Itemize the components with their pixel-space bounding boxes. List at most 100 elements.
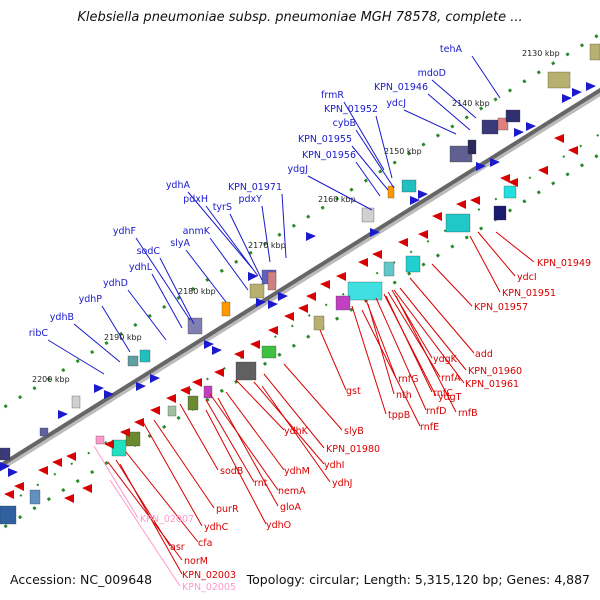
minus-gene-label: gst [346,386,361,397]
minus-gene-label: rnfC [433,388,453,399]
gene-block [39,427,49,437]
gene-arrow [192,378,202,387]
label-leader-line [127,289,167,341]
accession-label: Accession: NC_009648 [10,572,153,587]
gene-arrow [306,232,316,241]
gene-arrow [562,94,572,103]
plus-gene-label: ydhD [103,278,128,289]
minus-gene-label: ydhO [266,520,291,531]
label-leader-line [399,287,467,371]
gene-block [0,447,11,461]
label-leader-line [319,329,347,391]
gene-arrow [58,410,68,419]
gene-arrow [250,340,260,349]
label-leader-line [495,231,535,263]
plus-gene-label: tehA [440,44,463,55]
plus-gene-label: frmR [321,90,344,101]
gene-arrow [268,300,278,309]
faded-gene-label: KPN_02005 [182,582,236,593]
minus-gene-label: rnfA [441,373,461,384]
tick-track-outer [0,32,600,412]
label-leader-line [209,237,249,291]
gene-arrow [568,146,578,155]
label-leader-line [385,295,433,393]
gene-block [497,117,509,131]
gene-arrow [94,384,104,393]
gene-arrow [104,390,114,399]
minus-gene-label: ydhM [284,466,310,477]
gene-arrow [8,468,18,477]
minus-gene-label: ydgK [433,354,458,365]
minus-gene-label: KPN_02003 [182,570,236,581]
gene-arrow [370,228,380,237]
label-leader-line [261,205,271,263]
gene-block [505,109,521,123]
label-leader-line [187,191,253,269]
minus-gene-label: ydhC [204,522,229,533]
label-leader-line [355,161,381,197]
gene-block [467,139,477,155]
scale-label: 2170 kbp [248,241,286,250]
plus-gene-label: ydhP [79,294,103,305]
label-leader-line [109,479,181,587]
gene-block [347,281,383,301]
label-leader-line [307,175,373,211]
minus-gene-label: KPN_01980 [326,444,380,455]
gene-block [139,349,151,363]
scale-label: 2200 kbp [32,375,70,384]
label-leader-line [431,263,473,307]
gene-block [313,315,325,331]
gene-arrow [398,238,408,247]
gene-arrow [298,304,308,313]
label-leader-line [281,193,287,259]
gene-arrow [432,212,442,221]
minus-gene-label: tppB [388,410,410,421]
gene-block [503,185,517,199]
gene-block [187,317,203,335]
label-leader-line [153,419,215,509]
tick-track-inner [0,152,600,532]
label-leader-line [351,145,389,191]
minus-gene-label: asr [170,542,185,553]
gene-arrow [358,258,368,267]
minus-gene-label: cfa [198,538,212,549]
gene-arrow [572,88,582,97]
gene-arrow [14,482,24,491]
label-leader-line [135,237,191,321]
plus-gene-label: mdoD [418,68,446,79]
label-leader-line [179,403,219,471]
plus-gene-label: ydgJ [288,164,308,175]
gene-arrow [82,484,92,493]
gene-arrow [4,490,14,499]
minus-gene-label: rnfD [426,406,446,417]
faded-gene-label: KPN_02007 [140,514,194,525]
label-leader-line [375,297,427,411]
minus-gene-label: KPN_01949 [537,258,591,269]
minus-gene-label: KPN_01961 [465,379,519,390]
gene-block [493,205,507,221]
label-leader-line [395,295,457,413]
label-leader-line [261,385,331,483]
gene-block [383,261,395,277]
minus-gene-label: nemA [278,486,306,497]
gene-block [481,119,499,135]
gene-arrow [320,280,330,289]
minus-gene-label: rnt [254,478,268,489]
plus-gene-label: ydhA [166,180,191,191]
plus-gene-label: slyA [170,238,190,249]
gene-arrow [538,166,548,175]
gene-block [361,207,375,223]
gene-block [29,489,41,505]
gene-arrow [500,174,510,183]
gene-arrow [136,382,146,391]
label-leader-line [159,257,195,325]
plus-gene-label: ydhF [113,226,136,237]
gene-block [445,213,471,233]
label-leader-line [119,463,183,575]
label-leader-line [355,129,395,189]
gene-block [401,179,417,193]
topology-label: Topology: circular; Length: 5,315,120 bp… [246,572,590,587]
gene-arrow [150,374,160,383]
minus-gene-label: norM [184,556,208,567]
gene-arrow [268,326,278,335]
